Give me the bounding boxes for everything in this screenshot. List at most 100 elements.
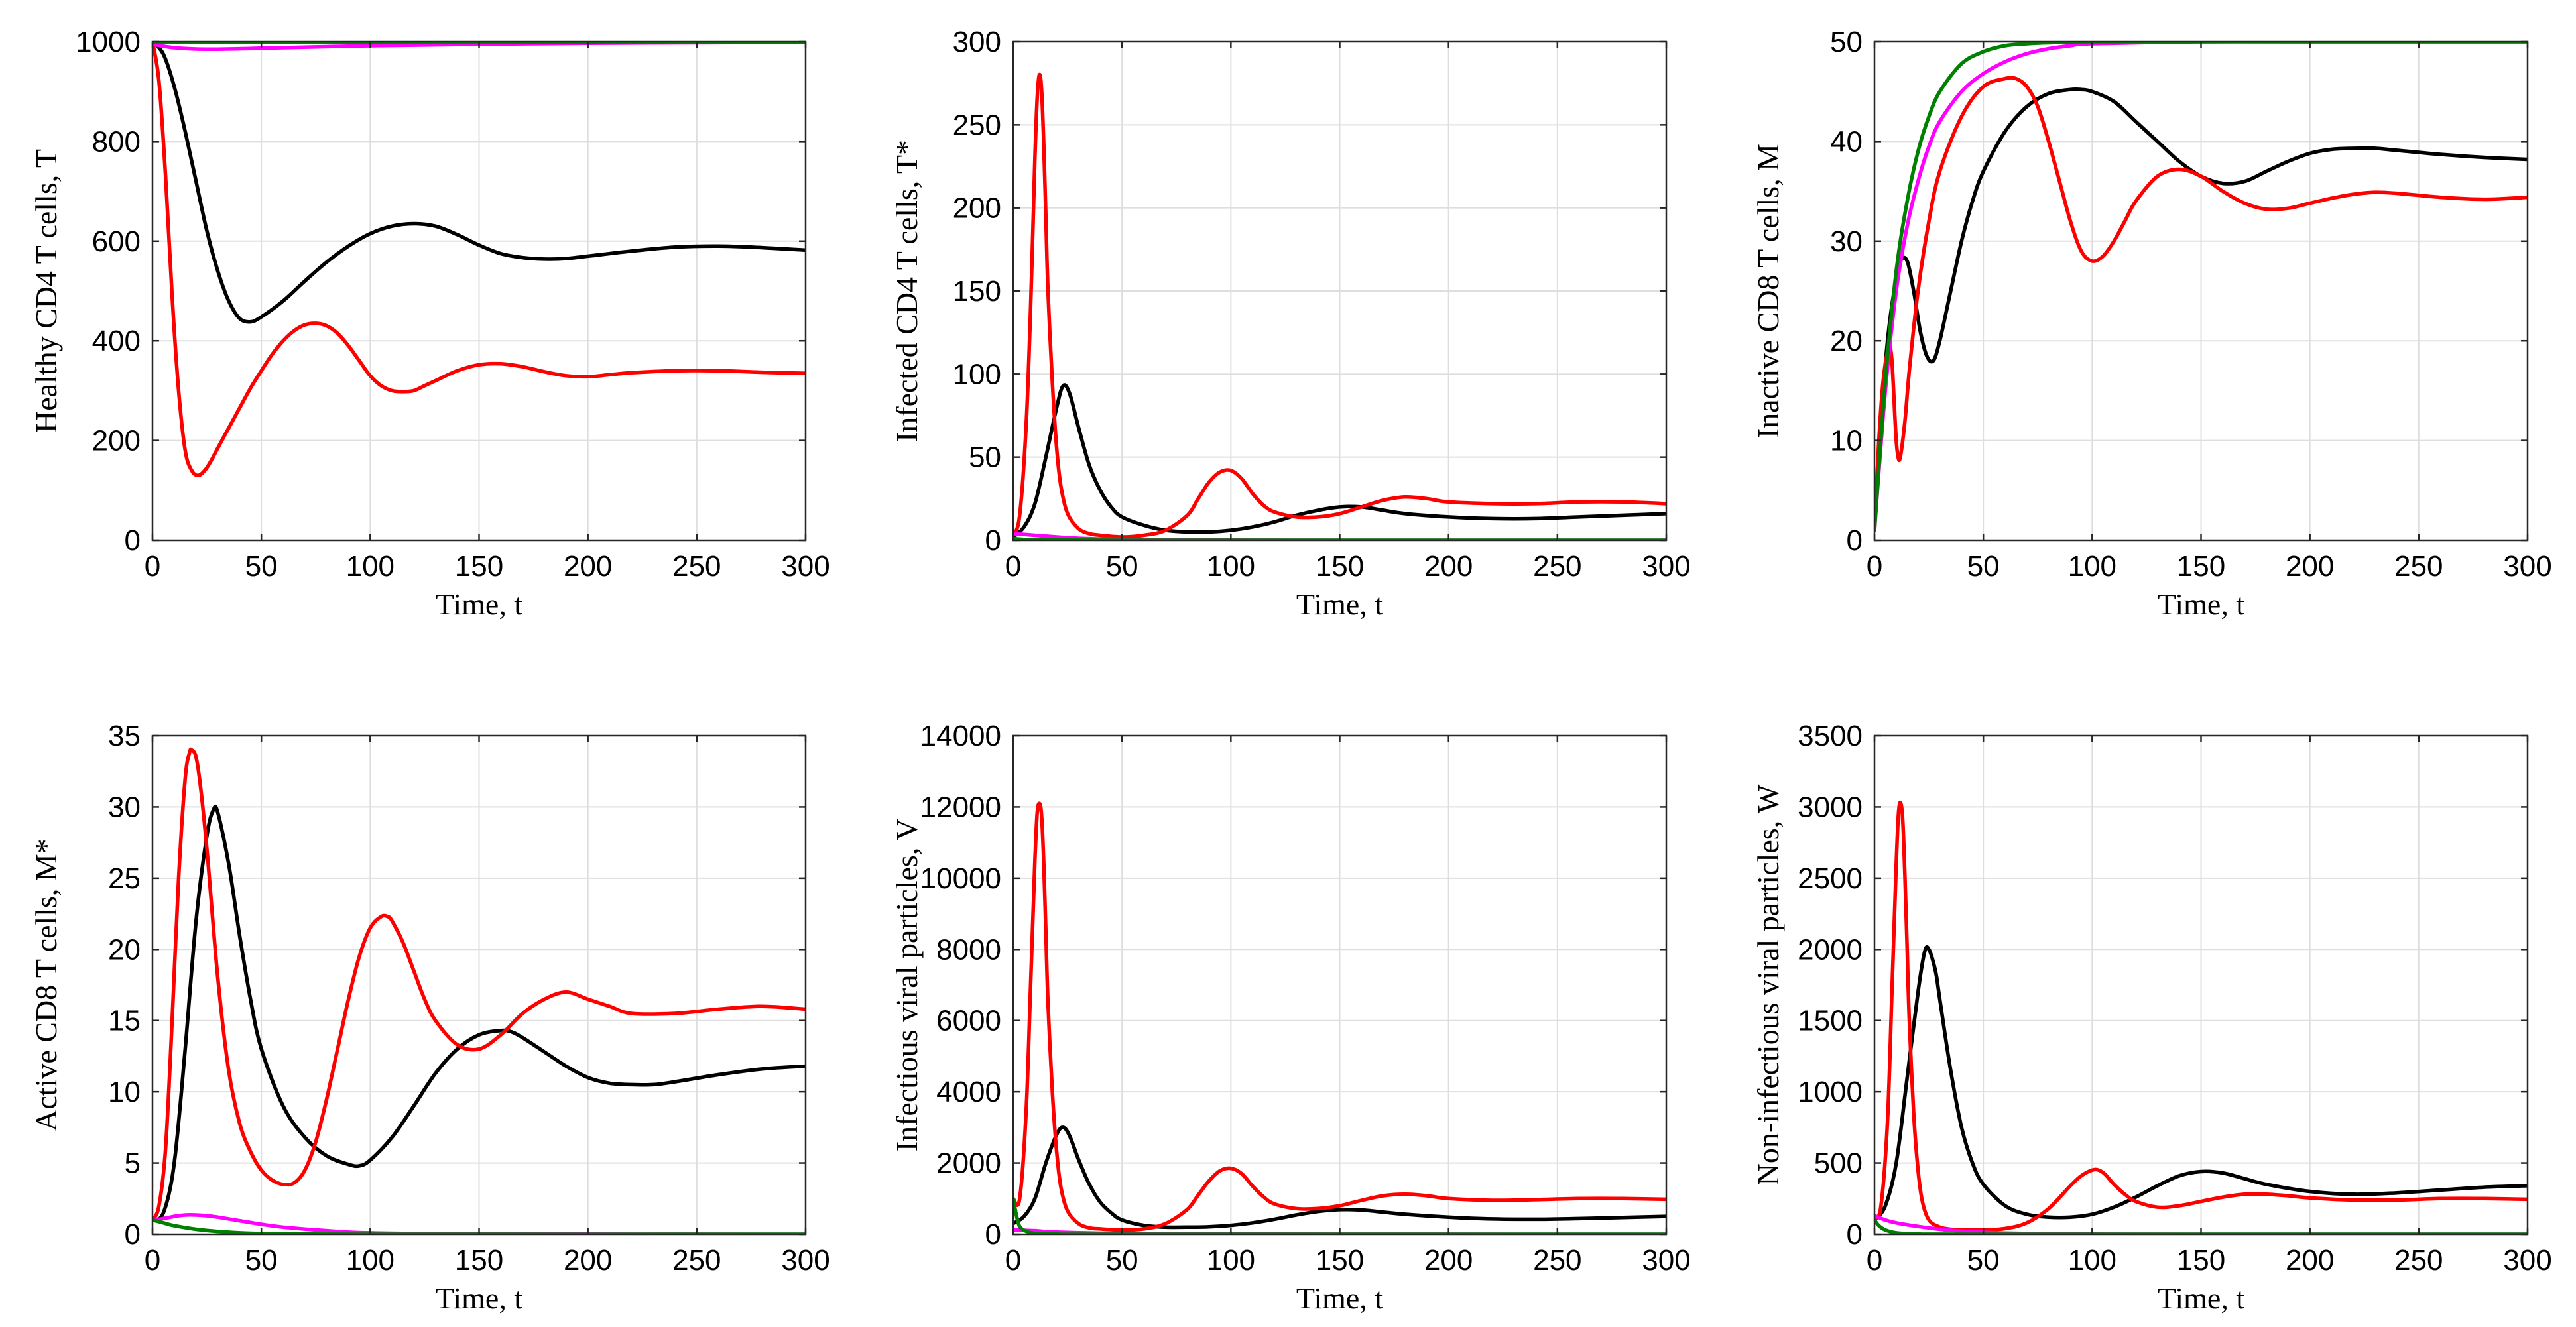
y-tick-label: 15 <box>108 1005 141 1037</box>
y-tick-label: 2500 <box>1798 862 1863 895</box>
x-tick-label: 250 <box>672 550 721 583</box>
chart-panel-2: 0 50 100 150 200 250 300 0 50 100 150 200 250 300 Time… <box>890 26 1691 621</box>
x-axis-label: Time, t <box>2158 587 2244 621</box>
x-tick-label: 50 <box>1967 550 2000 583</box>
y-tick-label: 600 <box>92 225 141 258</box>
x-tick-label: 150 <box>455 550 503 583</box>
x-tick-label: 300 <box>781 550 829 583</box>
series-line-black <box>153 804 806 1222</box>
y-tick-label: 0 <box>985 524 1001 557</box>
x-tick-label: 100 <box>1207 550 1255 583</box>
series-line-black <box>1874 87 2528 532</box>
y-tick-label: 8000 <box>936 933 1001 966</box>
x-axis-label: Time, t <box>1296 587 1383 621</box>
x-tick-label: 150 <box>455 1244 503 1277</box>
x-tick-label: 250 <box>1533 1244 1581 1277</box>
series-line-magenta <box>1874 42 2528 532</box>
x-tick-label: 50 <box>1106 550 1138 583</box>
y-tick-label: 6000 <box>936 1005 1001 1037</box>
y-tick-label: 50 <box>1830 26 1863 58</box>
x-tick-label: 0 <box>145 550 160 583</box>
y-tick-label: 500 <box>1814 1147 1863 1180</box>
x-tick-label: 50 <box>1106 1244 1138 1277</box>
series-line-red <box>1013 801 1666 1232</box>
y-tick-label: 0 <box>1847 524 1863 557</box>
x-tick-label: 50 <box>245 550 278 583</box>
series-line-black <box>1874 945 2528 1222</box>
y-tick-label: 200 <box>953 192 1001 225</box>
x-tick-label: 100 <box>346 550 395 583</box>
series-line-black <box>1013 383 1666 539</box>
y-tick-label: 100 <box>953 358 1001 390</box>
y-tick-label: 0 <box>125 1218 141 1251</box>
y-axis-label: Infectious viral particles, V <box>890 819 924 1151</box>
y-tick-label: 2000 <box>1798 933 1863 966</box>
y-tick-label: 50 <box>969 441 1001 474</box>
y-tick-label: 250 <box>953 109 1001 141</box>
y-tick-label: 30 <box>108 791 141 823</box>
y-tick-label: 12000 <box>920 791 1001 823</box>
x-tick-label: 200 <box>2286 1244 2334 1277</box>
y-axis-label: Infected CD4 T cells, T* <box>890 140 924 442</box>
x-tick-label: 150 <box>2177 550 2225 583</box>
x-tick-label: 300 <box>1642 550 1690 583</box>
y-tick-label: 0 <box>1847 1218 1863 1251</box>
x-tick-label: 300 <box>1642 1244 1690 1277</box>
x-tick-label: 150 <box>1316 1244 1364 1277</box>
y-tick-label: 4000 <box>936 1076 1001 1108</box>
x-tick-label: 0 <box>1005 1244 1021 1277</box>
chart-panel-3: 0 50 100 150 200 250 300 0 10 20 30 40 50 Time, t Inac… <box>1751 26 2552 621</box>
x-tick-label: 50 <box>1967 1244 2000 1277</box>
series-line-red <box>1013 72 1666 539</box>
y-tick-label: 0 <box>125 524 141 557</box>
x-tick-label: 200 <box>1424 550 1473 583</box>
y-axis-label: Non-infectious viral particles, W <box>1751 784 1785 1185</box>
y-tick-label: 25 <box>108 862 141 895</box>
y-tick-label: 3500 <box>1798 720 1863 752</box>
y-tick-label: 5 <box>125 1147 141 1180</box>
series-line-red <box>1874 800 2528 1232</box>
y-tick-label: 10000 <box>920 862 1001 895</box>
y-tick-label: 400 <box>92 325 141 357</box>
series-line-red <box>1874 76 2528 532</box>
y-tick-label: 2000 <box>936 1147 1001 1180</box>
x-tick-label: 150 <box>2177 1244 2225 1277</box>
chart-panel-6: 0 50 100 150 200 250 3000500100015002000250030… <box>1751 720 2552 1315</box>
y-tick-label: 10 <box>1830 425 1863 457</box>
y-tick-label: 1000 <box>76 26 141 58</box>
x-tick-label: 200 <box>564 550 612 583</box>
y-tick-label: 300 <box>953 26 1001 58</box>
x-tick-label: 250 <box>1533 550 1581 583</box>
y-tick-label: 1000 <box>1798 1076 1863 1108</box>
y-tick-label: 35 <box>108 720 141 752</box>
y-tick-label: 200 <box>92 425 141 457</box>
x-tick-label: 200 <box>2286 550 2334 583</box>
x-tick-label: 100 <box>2068 1244 2116 1277</box>
y-tick-label: 800 <box>92 125 141 158</box>
series-group <box>153 747 806 1234</box>
y-axis-label: Active CD8 T cells, M* <box>29 838 63 1131</box>
y-tick-label: 40 <box>1830 125 1863 158</box>
x-tick-label: 300 <box>2503 1244 2551 1277</box>
y-tick-label: 20 <box>1830 325 1863 357</box>
x-tick-label: 100 <box>346 1244 395 1277</box>
y-tick-label: 20 <box>108 933 141 966</box>
x-tick-label: 0 <box>145 1244 160 1277</box>
x-axis-label: Time, t <box>436 587 522 621</box>
y-tick-label: 10 <box>108 1076 141 1108</box>
series-line-red <box>153 747 806 1222</box>
series-line-black <box>1013 1125 1666 1230</box>
x-tick-label: 300 <box>781 1244 829 1277</box>
series-line-red <box>153 42 806 477</box>
chart-panel-4: 0 50 100 150 200 250 300 0 5 10 15 20 25 30 35 Time, t A… <box>29 720 830 1315</box>
x-tick-label: 100 <box>2068 550 2116 583</box>
x-tick-label: 250 <box>2394 1244 2443 1277</box>
series-group <box>1874 42 2528 532</box>
x-axis-label: Time, t <box>1296 1281 1383 1315</box>
x-tick-label: 200 <box>564 1244 612 1277</box>
x-tick-label: 0 <box>1867 550 1882 583</box>
x-axis-label: Time, t <box>2158 1281 2244 1315</box>
x-tick-label: 150 <box>1316 550 1364 583</box>
x-tick-label: 250 <box>672 1244 721 1277</box>
